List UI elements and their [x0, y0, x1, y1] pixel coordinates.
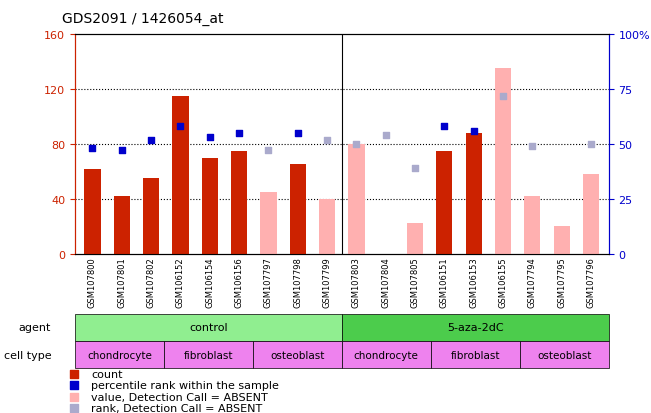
Point: [146, 137, 156, 143]
Point: [68, 370, 79, 377]
Point: [352, 141, 362, 148]
Text: 5-aza-2dC: 5-aza-2dC: [447, 322, 503, 332]
Point: [117, 148, 127, 154]
Point: [263, 148, 273, 154]
Bar: [319, 199, 335, 254]
Bar: [495, 69, 511, 254]
Bar: [290, 165, 306, 254]
Point: [410, 165, 421, 172]
Bar: [253, 342, 342, 368]
Point: [175, 124, 186, 131]
Point: [68, 394, 79, 400]
Text: rank, Detection Call = ABSENT: rank, Detection Call = ABSENT: [91, 404, 262, 413]
Text: GDS2091 / 1426054_at: GDS2091 / 1426054_at: [62, 12, 223, 26]
Point: [381, 133, 391, 139]
Text: value, Detection Call = ABSENT: value, Detection Call = ABSENT: [91, 392, 268, 402]
Bar: [342, 314, 609, 341]
Text: chondrocyte: chondrocyte: [87, 350, 152, 360]
Bar: [554, 227, 570, 254]
Point: [87, 146, 98, 152]
Text: agent: agent: [19, 322, 51, 332]
Point: [527, 143, 538, 150]
Bar: [407, 224, 423, 254]
Bar: [202, 158, 218, 254]
Bar: [231, 152, 247, 254]
Point: [498, 93, 508, 100]
Bar: [173, 97, 189, 254]
Bar: [348, 145, 365, 254]
Point: [586, 141, 596, 148]
Bar: [519, 342, 609, 368]
Bar: [143, 179, 159, 254]
Bar: [260, 192, 277, 254]
Point: [469, 128, 479, 135]
Point: [292, 131, 303, 137]
Bar: [164, 342, 253, 368]
Text: cell type: cell type: [3, 350, 51, 360]
Point: [68, 382, 79, 389]
Text: chondrocyte: chondrocyte: [354, 350, 419, 360]
Bar: [85, 169, 100, 254]
Point: [68, 405, 79, 412]
Bar: [114, 197, 130, 254]
Text: control: control: [189, 322, 228, 332]
Bar: [436, 152, 452, 254]
Bar: [524, 197, 540, 254]
Text: osteoblast: osteoblast: [270, 350, 324, 360]
Point: [204, 135, 215, 141]
Text: fibroblast: fibroblast: [184, 350, 233, 360]
Bar: [465, 134, 482, 254]
Text: fibroblast: fibroblast: [450, 350, 500, 360]
Bar: [75, 314, 342, 341]
Bar: [75, 342, 164, 368]
Point: [322, 137, 332, 143]
Bar: [342, 342, 431, 368]
Point: [234, 131, 244, 137]
Text: osteoblast: osteoblast: [537, 350, 591, 360]
Text: count: count: [91, 369, 122, 379]
Point: [439, 124, 450, 131]
Bar: [583, 175, 599, 254]
Text: percentile rank within the sample: percentile rank within the sample: [91, 380, 279, 390]
Bar: [431, 342, 519, 368]
